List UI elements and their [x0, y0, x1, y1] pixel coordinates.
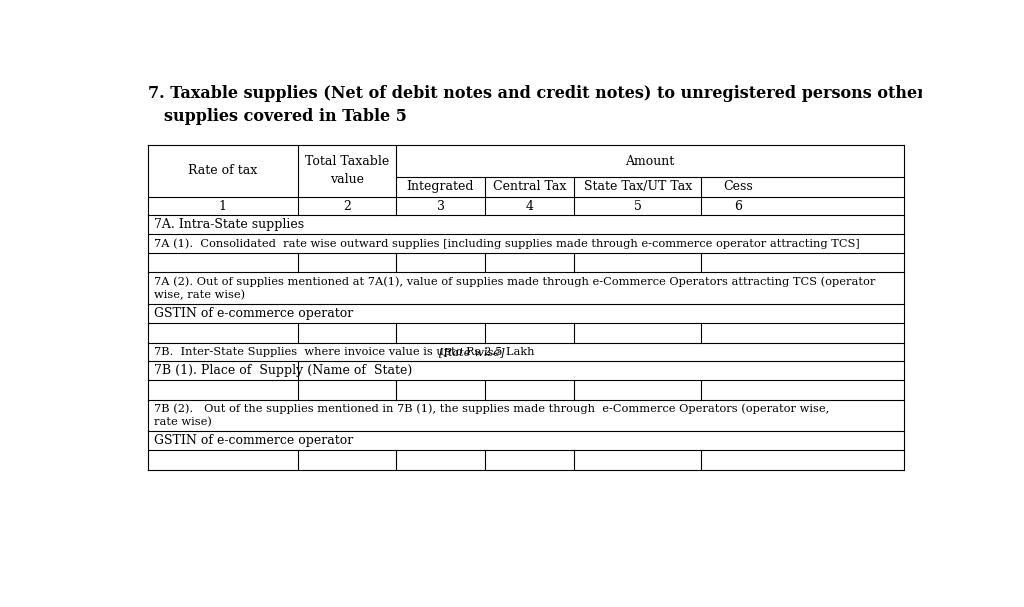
Text: 7. Taxable supplies (Net of debit notes and credit notes) to unregistered person: 7. Taxable supplies (Net of debit notes …: [147, 84, 1007, 101]
Text: Integrated: Integrated: [407, 180, 474, 194]
Text: Rate of tax: Rate of tax: [188, 164, 257, 177]
Text: GSTIN of e-commerce operator: GSTIN of e-commerce operator: [155, 434, 353, 447]
Text: Central Tax: Central Tax: [494, 180, 566, 194]
Text: GSTIN of e-commerce operator: GSTIN of e-commerce operator: [155, 307, 353, 320]
Text: Total Taxable
value: Total Taxable value: [304, 155, 389, 186]
Text: supplies covered in Table 5: supplies covered in Table 5: [164, 108, 407, 125]
Text: 2: 2: [343, 200, 350, 212]
Text: 7B.  Inter-State Supplies  where invoice value is upto Rs 2.5 Lakh: 7B. Inter-State Supplies where invoice v…: [155, 347, 539, 357]
Text: 7A (1).  Consolidated  rate wise outward supplies [including supplies made throu: 7A (1). Consolidated rate wise outward s…: [155, 238, 860, 249]
Text: 3: 3: [436, 200, 444, 212]
Text: wise, rate wise): wise, rate wise): [155, 290, 246, 300]
Text: 5: 5: [634, 200, 642, 212]
Text: 6: 6: [734, 200, 742, 212]
Text: 4: 4: [525, 200, 534, 212]
Text: Cess: Cess: [724, 180, 754, 194]
Text: 7A. Intra-State supplies: 7A. Intra-State supplies: [155, 219, 304, 231]
Text: 7A (2). Out of supplies mentioned at 7A(1), value of supplies made through e-Com: 7A (2). Out of supplies mentioned at 7A(…: [155, 276, 876, 287]
Text: 7B (2).   Out of the supplies mentioned in 7B (1), the supplies made through  e-: 7B (2). Out of the supplies mentioned in…: [155, 403, 829, 414]
Text: rate wise): rate wise): [155, 417, 212, 427]
Text: State Tax/UT Tax: State Tax/UT Tax: [584, 180, 692, 194]
Text: 1: 1: [219, 200, 226, 212]
Text: [Rate wise]: [Rate wise]: [438, 347, 504, 357]
Text: 7B (1). Place of  Supply (Name of  State): 7B (1). Place of Supply (Name of State): [155, 364, 413, 377]
Text: Amount: Amount: [626, 155, 675, 168]
